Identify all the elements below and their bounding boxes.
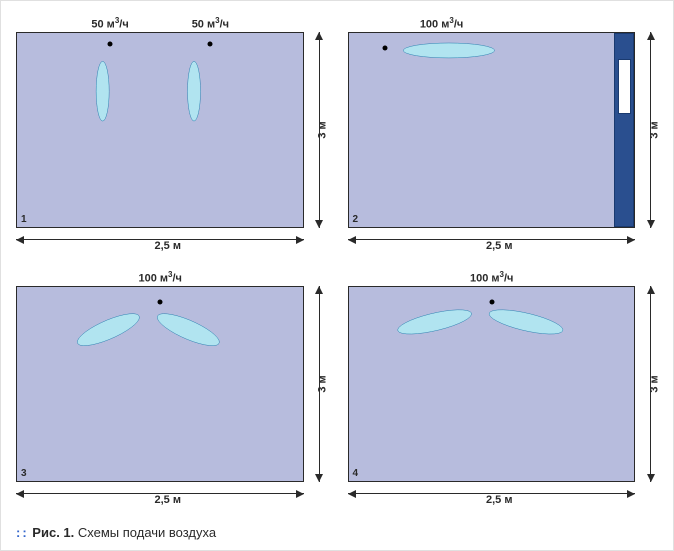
dim-arrowhead — [647, 32, 655, 40]
jets-svg — [17, 287, 303, 481]
room: 3 — [16, 286, 304, 482]
air-jet — [485, 305, 567, 339]
air-jet — [71, 308, 146, 351]
dim-arrowhead — [296, 236, 304, 244]
caption-label: Рис. 1. — [32, 525, 74, 540]
air-jet — [96, 61, 109, 121]
dim-arrowhead — [348, 236, 356, 244]
panel-3: 3100 м3/ч3 м2,5 м — [16, 270, 330, 502]
room: 4 — [348, 286, 636, 482]
dim-arrowhead — [315, 32, 323, 40]
panel-1: 150 м3/ч50 м3/ч3 м2,5 м — [16, 16, 330, 248]
flow-rate-label: 100 м3/ч — [462, 270, 522, 285]
flow-rate-label: 100 м3/ч — [130, 270, 190, 285]
dim-arrowhead — [647, 220, 655, 228]
dim-arrowhead — [296, 490, 304, 498]
flow-rate-label: 50 м3/ч — [80, 16, 140, 31]
caption-text: Схемы подачи воздуха — [78, 525, 216, 540]
dim-arrowhead — [647, 286, 655, 294]
flow-rate-label: 50 м3/ч — [180, 16, 240, 31]
dim-arrowhead — [315, 286, 323, 294]
panel-4: 4100 м3/ч3 м2,5 м — [348, 270, 662, 502]
room: 2 — [348, 32, 636, 228]
diffuser-point — [158, 300, 163, 305]
dim-arrowhead — [315, 220, 323, 228]
dim-label-width: 2,5 м — [143, 240, 193, 252]
dim-arrowhead — [348, 490, 356, 498]
panel-grid: 150 м3/ч50 м3/ч3 м2,5 м2100 м3/ч3 м2,5 м… — [16, 16, 661, 502]
dim-label-width: 2,5 м — [474, 240, 524, 252]
dim-arrowhead — [627, 490, 635, 498]
jets-svg — [17, 33, 303, 227]
dim-label-height: 3 м — [317, 375, 329, 392]
diffuser-point — [108, 41, 113, 46]
dim-label-width: 2,5 м — [474, 494, 524, 506]
dim-label-height: 3 м — [648, 121, 660, 138]
dim-label-height: 3 м — [648, 375, 660, 392]
air-jet — [393, 305, 475, 339]
dim-arrowhead — [16, 490, 24, 498]
panel-2: 2100 м3/ч3 м2,5 м — [348, 16, 662, 248]
dim-arrowhead — [627, 236, 635, 244]
diffuser-point — [208, 41, 213, 46]
room: 1 — [16, 32, 304, 228]
diffuser-point — [383, 46, 388, 51]
jets-svg — [349, 287, 635, 481]
air-jet — [403, 43, 494, 58]
air-supply-schemes-figure: 150 м3/ч50 м3/ч3 м2,5 м2100 м3/ч3 м2,5 м… — [0, 0, 674, 551]
air-jet — [151, 308, 226, 351]
figure-caption: :: Рис. 1. Схемы подачи воздуха — [16, 525, 216, 540]
air-jet — [188, 61, 201, 121]
diffuser-point — [489, 300, 494, 305]
dim-arrowhead — [315, 474, 323, 482]
flow-rate-label: 100 м3/ч — [412, 16, 472, 31]
dim-arrowhead — [16, 236, 24, 244]
caption-prefix: :: — [16, 525, 29, 540]
jets-svg — [349, 33, 635, 227]
dim-label-width: 2,5 м — [143, 494, 193, 506]
dim-label-height: 3 м — [317, 121, 329, 138]
dim-arrowhead — [647, 474, 655, 482]
